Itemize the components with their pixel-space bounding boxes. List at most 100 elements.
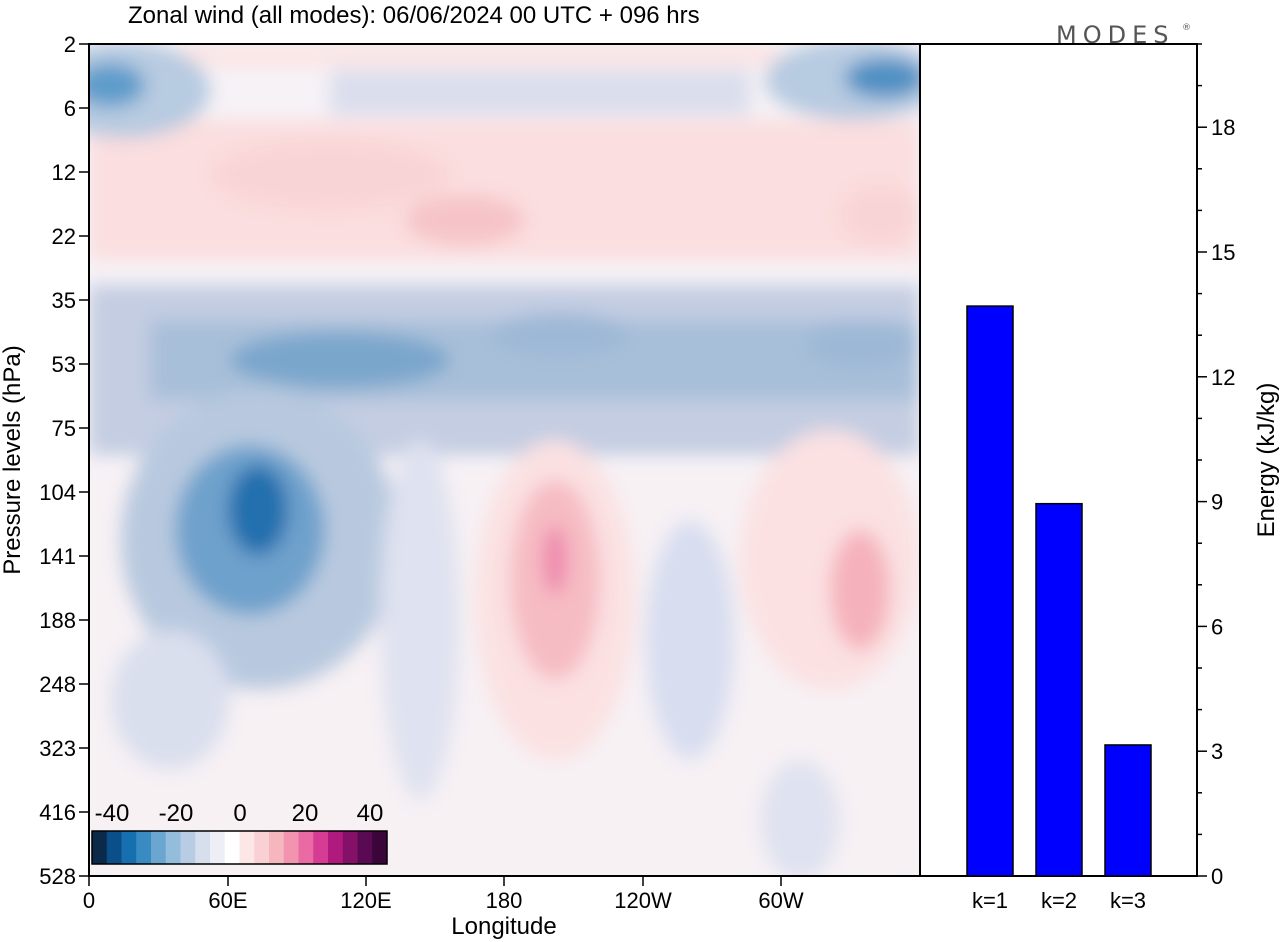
colorbar-cell <box>239 831 255 864</box>
colorbar-cell <box>298 831 314 864</box>
pressure-tick-label: 2 <box>64 32 76 57</box>
pink-patch-1 <box>405 195 525 245</box>
pressure-axis: 2 6 12 22 35 53 75 104 141 188 248 323 4… <box>0 32 89 889</box>
pressure-tick-label: 528 <box>39 864 76 889</box>
blue-streak-2 <box>490 313 630 357</box>
longitude-tick-labels: 0 60E 120E 180 120W 60W <box>83 888 804 913</box>
pressure-tick-label: 6 <box>64 96 76 121</box>
energy-tick-label: 15 <box>1211 240 1235 265</box>
longitude-tick-label: 180 <box>486 888 523 913</box>
pink-patch-2 <box>210 140 450 210</box>
energy-tick-label: 0 <box>1211 864 1223 889</box>
energy-bars <box>966 305 1152 877</box>
colorbar-cell <box>342 831 358 864</box>
heatmap-field <box>89 44 920 876</box>
jet-pos2-outer <box>740 430 920 690</box>
pressure-tick-label: 188 <box>39 608 76 633</box>
colorbar-cell <box>210 831 226 864</box>
longitude-tick-label: 0 <box>83 888 95 913</box>
colorbar-cell <box>357 831 373 864</box>
heatmap-panel: -40 -20 0 20 40 <box>88 43 921 877</box>
jet-top-left-core <box>89 63 145 107</box>
colorbar-cell <box>313 831 329 864</box>
colorbar: -40 -20 0 20 40 <box>91 800 388 865</box>
colorbar-cell <box>372 831 388 864</box>
band-top-blue <box>330 70 750 115</box>
colorbar-label-neg40: -40 <box>95 800 130 827</box>
blue-streak-3 <box>805 320 915 370</box>
logo-mark: ® <box>1182 23 1197 33</box>
blue-column-2 <box>380 440 460 800</box>
colorbar-cell <box>283 831 299 864</box>
energy-bar <box>1104 744 1152 877</box>
jet-neg-tail <box>110 630 230 770</box>
energy-bar <box>966 305 1014 877</box>
pressure-tick-label: 416 <box>39 800 76 825</box>
colorbar-cell <box>106 831 122 864</box>
colorbar-label-0: 0 <box>233 800 246 827</box>
jet-top-right-core <box>845 58 920 98</box>
energy-tick-label: 18 <box>1211 115 1235 140</box>
colorbar-cell <box>195 831 211 864</box>
energy-tick-label: 9 <box>1211 490 1223 515</box>
blue-streak-1 <box>230 332 450 388</box>
energy-axis: 0 3 6 9 12 15 18 <box>1197 43 1235 889</box>
colorbar-frame <box>91 830 388 865</box>
energy-tick-label: 6 <box>1211 614 1223 639</box>
colorbar-cell <box>224 831 240 864</box>
energy-bar <box>1035 502 1083 877</box>
jet-neg-core <box>228 465 288 555</box>
longitude-axis: 0 60E 120E 180 120W 60W Longitude <box>83 876 804 940</box>
blue-column-1 <box>645 520 735 760</box>
colorbar-label-40: 40 <box>357 800 384 827</box>
energy-category-label: k=1 <box>972 888 1008 913</box>
pressure-tick-labels: 2 6 12 22 35 53 75 104 141 188 248 323 4… <box>39 32 76 889</box>
pressure-tick-label: 12 <box>52 160 76 185</box>
band-upper-pink <box>89 120 920 260</box>
bar-panel-frame <box>919 43 1198 877</box>
energy-axis-label: Energy (kJ/kg) <box>1253 383 1280 538</box>
blue-column-3 <box>760 760 840 876</box>
longitude-tick-label: 60W <box>758 888 803 913</box>
colorbar-cell <box>92 831 108 864</box>
pressure-axis-label: Pressure levels (hPa) <box>0 345 26 574</box>
longitude-tick-label: 120E <box>340 888 391 913</box>
energy-tick-label: 12 <box>1211 365 1235 390</box>
longitude-ticks <box>88 876 782 886</box>
pressure-tick-label: 22 <box>52 224 76 249</box>
pressure-tick-label: 35 <box>52 288 76 313</box>
colorbar-cell <box>254 831 270 864</box>
pressure-ticks <box>79 43 89 877</box>
colorbar-label-neg20: -20 <box>159 800 194 827</box>
energy-bar-panel: 0 3 6 9 12 15 18 k=1 k=2 k=3 Energy (kJ/kg) <box>919 43 1280 913</box>
colorbar-cell <box>136 831 152 864</box>
energy-category-label: k=2 <box>1041 888 1077 913</box>
colorbar-cell <box>269 831 285 864</box>
heatmap-contours <box>89 44 920 876</box>
colorbar-cells <box>92 831 388 864</box>
chart-title: Zonal wind (all modes): 06/06/2024 00 UT… <box>128 2 700 29</box>
band-top-pink <box>180 44 780 66</box>
colorbar-cell <box>328 831 344 864</box>
pink-patch-3 <box>840 185 920 245</box>
energy-category-label: k=3 <box>1110 888 1146 913</box>
pressure-tick-label: 248 <box>39 672 76 697</box>
colorbar-cell <box>151 831 167 864</box>
longitude-tick-label: 60E <box>208 888 247 913</box>
pressure-tick-label: 75 <box>52 416 76 441</box>
colorbar-label-20: 20 <box>292 800 319 827</box>
jet-pos2-core <box>830 530 890 650</box>
colorbar-cell <box>121 831 137 864</box>
pressure-tick-label: 104 <box>39 480 76 505</box>
pressure-tick-label: 141 <box>39 544 76 569</box>
pressure-tick-label: 323 <box>39 736 76 761</box>
colorbar-cell <box>165 831 181 864</box>
pressure-tick-label: 53 <box>52 352 76 377</box>
energy-tick-label: 3 <box>1211 739 1223 764</box>
longitude-axis-label: Longitude <box>451 913 556 940</box>
energy-category-labels: k=1 k=2 k=3 <box>972 888 1146 913</box>
colorbar-cell <box>180 831 196 864</box>
longitude-tick-label: 120W <box>614 888 672 913</box>
jet-pos-core <box>543 525 567 595</box>
